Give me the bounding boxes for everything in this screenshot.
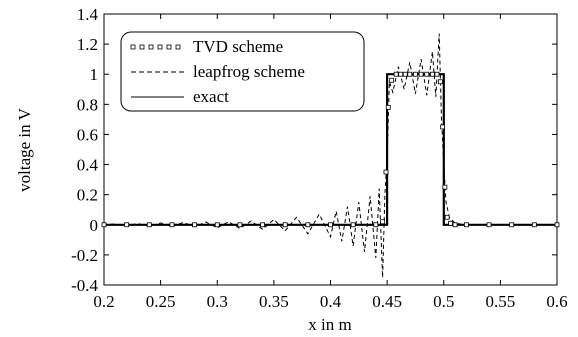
legend-tvd-square xyxy=(166,44,172,50)
x-tick-label: 0.25 xyxy=(146,292,176,311)
series-tvd-point xyxy=(237,222,243,228)
x-tick-label: 0.55 xyxy=(486,292,516,311)
y-tick-label: 0.2 xyxy=(77,186,98,205)
series-tvd-point xyxy=(169,222,175,228)
series-tvd-point xyxy=(442,184,448,190)
x-axis: 0.2 0.25 0.3 0.35 0.4 0.45 0.5 0.55 0.6 xyxy=(93,14,568,311)
legend-tvd-marker xyxy=(130,44,181,50)
series-tvd-point xyxy=(424,71,430,77)
y-tick-label: 0 xyxy=(90,216,99,235)
series-tvd-point xyxy=(385,104,391,110)
series-layer xyxy=(101,33,560,278)
legend: TVD scheme leapfrog scheme exact xyxy=(120,31,365,112)
y-tick-label: 1.2 xyxy=(77,35,98,54)
series-tvd-point xyxy=(373,222,379,228)
series-tvd-point xyxy=(383,169,389,175)
y-tick-label: 1.4 xyxy=(77,5,99,24)
x-tick-label: 0.45 xyxy=(372,292,402,311)
y-tick-label: 0.4 xyxy=(77,156,99,175)
series-tvd-point xyxy=(328,222,333,228)
series-tvd-point xyxy=(509,222,515,228)
series-tvd-point xyxy=(554,222,560,228)
series-tvd-point xyxy=(448,220,453,226)
legend-box xyxy=(120,31,365,112)
legend-tvd-square xyxy=(130,44,136,50)
series-tvd-point xyxy=(413,71,418,77)
y-tick-label: 0.8 xyxy=(77,95,98,114)
y-tick-label: 0.6 xyxy=(77,125,98,144)
legend-label-tvd: TVD scheme xyxy=(193,37,283,56)
series-tvd-point xyxy=(486,222,492,228)
series-tvd-point xyxy=(430,71,435,77)
series-tvd-point xyxy=(398,71,404,77)
series-tvd-point xyxy=(531,222,537,228)
y-axis: -0.4 -0.2 0 0.2 0.4 0.6 0.8 1 1.2 1.4 xyxy=(71,5,557,295)
series-tvd-point xyxy=(407,71,413,77)
x-tick-label: 0.3 xyxy=(207,292,228,311)
series-tvd-point xyxy=(192,222,198,228)
y-tick-label: 1 xyxy=(90,65,99,84)
x-tick-label: 0.4 xyxy=(320,292,342,311)
legend-label-leapfrog: leapfrog scheme xyxy=(193,62,305,81)
series-tvd-point xyxy=(402,71,408,77)
y-tick-label: -0.2 xyxy=(71,246,98,265)
series-tvd-point xyxy=(437,79,443,85)
series-tvd-point xyxy=(434,71,440,77)
x-tick-label: 0.35 xyxy=(259,292,289,311)
series-tvd-point xyxy=(452,222,458,228)
y-axis-title: voltage in V xyxy=(15,107,34,191)
series-tvd-point xyxy=(393,71,399,77)
series-tvd-point xyxy=(282,222,288,228)
series-tvd-point xyxy=(146,222,152,228)
legend-tvd-square xyxy=(148,44,154,50)
series-tvd-point xyxy=(305,222,311,228)
y-tick-label: -0.4 xyxy=(71,276,98,295)
series-tvd-point xyxy=(260,222,265,228)
x-axis-title: x in m xyxy=(308,315,351,334)
series-tvd-point xyxy=(101,222,107,228)
series-tvd-point xyxy=(350,222,356,228)
x-tick-label: 0.5 xyxy=(433,292,454,311)
x-tick-label: 0.2 xyxy=(93,292,114,311)
series-tvd-point xyxy=(440,124,446,130)
series-tvd-point xyxy=(418,71,424,77)
legend-tvd-square xyxy=(175,44,181,50)
series-tvd-point xyxy=(444,214,450,220)
series-tvd-point xyxy=(463,222,469,228)
legend-tvd-square xyxy=(139,44,145,50)
x-tick-label: 0.6 xyxy=(546,292,567,311)
legend-tvd-square xyxy=(157,44,163,50)
series-tvd-point xyxy=(389,77,395,83)
series-tvd-point xyxy=(214,222,220,228)
series-tvd-point xyxy=(380,219,385,225)
legend-label-exact: exact xyxy=(193,87,229,106)
series-tvd-point xyxy=(124,222,130,228)
